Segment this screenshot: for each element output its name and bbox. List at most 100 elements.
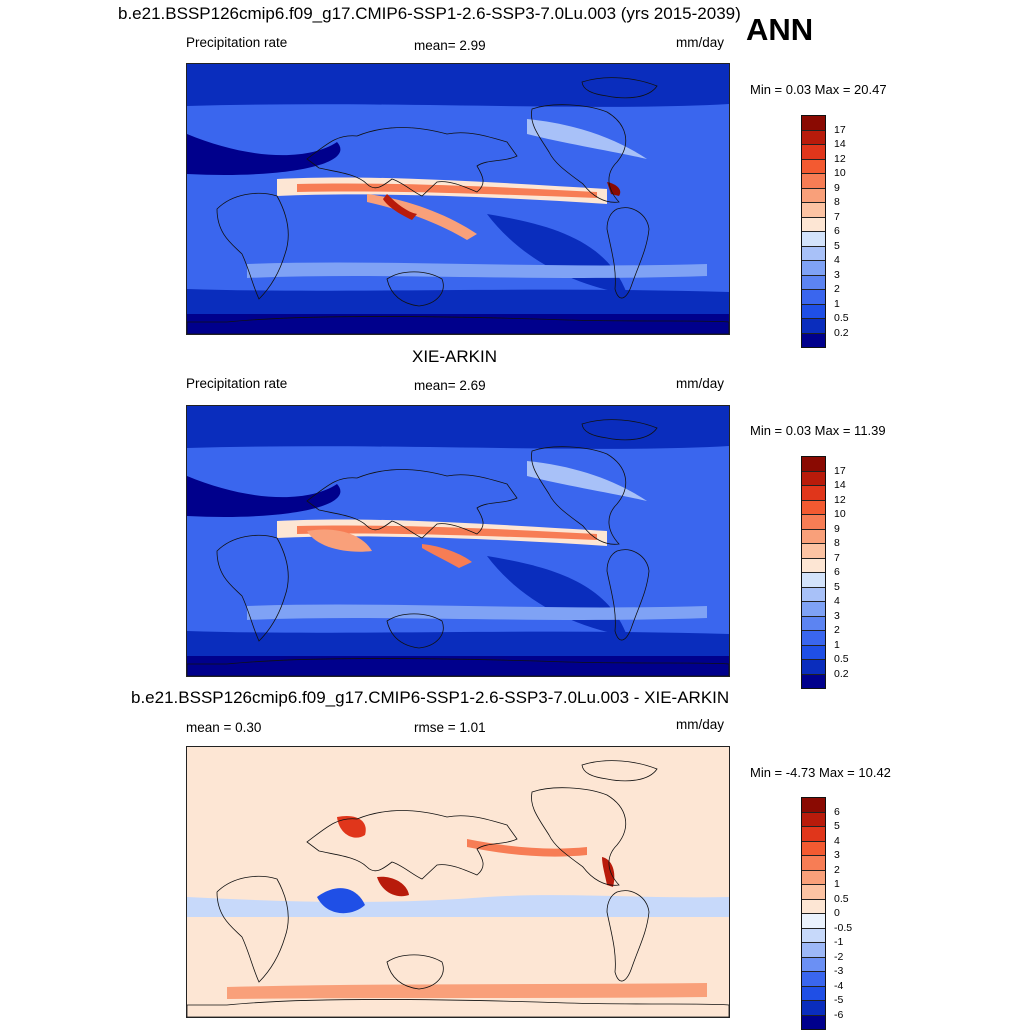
colorbar-swatch (802, 587, 825, 602)
panel3-colorbar (801, 797, 826, 1030)
coastline (606, 207, 650, 299)
colorbar-tick-label: 1 (834, 297, 840, 310)
colorbar-swatch (802, 602, 825, 617)
colorbar-swatch (802, 232, 825, 247)
panama-peak (607, 182, 621, 196)
storm-track-south (247, 604, 707, 620)
colorbar-swatch (802, 515, 825, 530)
colorbar-tick-label: 4 (834, 254, 840, 266)
colorbar-swatch (802, 943, 825, 958)
colorbar-swatch (802, 870, 825, 885)
map-svg (187, 747, 729, 1017)
panel1-variable-label: Precipitation rate (186, 35, 288, 50)
colorbar-tick-label: -2 (834, 950, 844, 963)
colorbar-tick-label: 5 (834, 820, 840, 832)
colorbar-swatch (802, 616, 825, 631)
subtropical-dry (187, 476, 341, 517)
maritime-peak (383, 194, 417, 220)
colorbar-tick-label: 17 (834, 123, 846, 136)
colorbar-tick-label: 17 (834, 464, 846, 477)
coastline (606, 890, 650, 982)
panel2-units-label: mm/day (676, 376, 725, 391)
panel3-units-label: mm/day (676, 717, 725, 732)
colorbar-swatch (802, 885, 825, 900)
colorbar-swatch (802, 261, 825, 276)
panel2-precip-map (186, 405, 730, 677)
coastline (581, 760, 658, 782)
colorbar-tick-label: 5 (834, 239, 840, 252)
colorbar-swatch (802, 631, 825, 646)
antarctic-band (187, 656, 729, 676)
colorbar-tick-label: 1 (834, 638, 840, 651)
storm-track-north (527, 119, 647, 159)
diff-background (187, 747, 729, 1017)
coastline (531, 787, 626, 886)
colorbar-swatch (802, 972, 825, 987)
storm-track-south (247, 262, 707, 278)
colorbar-swatch (802, 660, 825, 675)
colorbar-tick-label: 2 (834, 863, 840, 876)
colorbar-swatch (802, 957, 825, 972)
colorbar-swatch (802, 812, 825, 827)
colorbar-tick-label: 3 (834, 609, 840, 622)
colorbar-tick-label: -6 (834, 1008, 844, 1021)
colorbar-tick-label: 6 (834, 566, 840, 578)
colorbar-swatch (802, 986, 825, 1001)
colorbar-swatch (802, 304, 825, 319)
positive-southern (227, 983, 707, 999)
indian-ocean-max (307, 529, 372, 552)
coastline (531, 446, 626, 545)
colorbar-tick-label: 14 (834, 479, 846, 491)
coastline (581, 77, 658, 99)
colorbar-swatch (802, 486, 825, 501)
map-svg (187, 406, 729, 676)
colorbar-swatch (802, 217, 825, 232)
colorbar-tick-label: 4 (834, 834, 840, 847)
spcz (422, 544, 472, 568)
colorbar-swatch (802, 856, 825, 871)
colorbar-tick-label: -3 (834, 965, 844, 977)
antarctic-band (187, 314, 729, 334)
coastline (581, 419, 658, 441)
panel3-mean-label: mean = 0.30 (186, 720, 262, 735)
colorbar-swatch (802, 674, 825, 688)
coastline (531, 104, 626, 203)
season-label: ANN (746, 12, 814, 47)
colorbar-swatch (802, 558, 825, 573)
colorbar-tick-label: 0.2 (834, 326, 849, 339)
colorbar-swatch (802, 275, 825, 290)
positive-himalaya (337, 815, 366, 838)
positive-maritime (377, 876, 409, 897)
storm-track-north (527, 461, 647, 501)
panel3-rmse-label: rmse = 1.01 (414, 720, 486, 735)
coastline (386, 613, 444, 649)
colorbar-tick-label: 12 (834, 152, 846, 165)
colorbar-tick-label: 5 (834, 580, 840, 593)
panel3-minmax: Min = -4.73 Max = 10.42 (750, 765, 891, 780)
coastline (216, 192, 289, 300)
coastline (306, 810, 518, 880)
colorbar-swatch (802, 827, 825, 842)
colorbar-swatch (802, 159, 825, 174)
colorbar-swatch (802, 188, 825, 203)
colorbar-tick-label: 0.5 (834, 312, 849, 324)
colorbar-tick-label: 7 (834, 210, 840, 223)
colorbar-tick-label: 0.5 (834, 892, 849, 905)
subtropical-dry (187, 134, 341, 175)
colorbar-swatch (802, 899, 825, 914)
map-svg (187, 64, 729, 334)
panel1-units-label: mm/day (676, 35, 725, 50)
colorbar-swatch (802, 1015, 825, 1029)
coastline (386, 271, 444, 307)
panel1-minmax: Min = 0.03 Max = 20.47 (750, 82, 887, 97)
colorbar-tick-label: -4 (834, 979, 844, 992)
colorbar-tick-label: 1 (834, 878, 840, 890)
negative-indian (317, 888, 365, 914)
colorbar-swatch (802, 544, 825, 559)
colorbar-swatch (802, 246, 825, 261)
colorbar-swatch (802, 457, 825, 472)
colorbar-tick-label: 2 (834, 624, 840, 636)
panel2-variable-label: Precipitation rate (186, 376, 288, 391)
colorbar-swatch (802, 130, 825, 145)
panel2-minmax: Min = 0.03 Max = 11.39 (750, 423, 886, 438)
